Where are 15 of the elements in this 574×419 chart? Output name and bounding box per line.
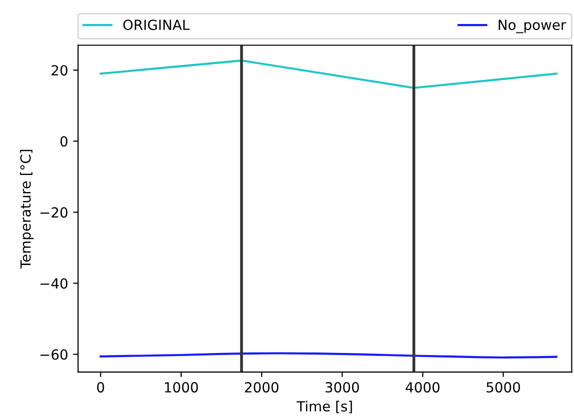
y-axis-title: Temperature [°C] <box>20 150 34 269</box>
y-tick-label: −60 <box>40 349 68 360</box>
legend-label: ORIGINAL <box>123 20 190 30</box>
y-tick-label: −40 <box>40 278 68 289</box>
x-tick-label: 3000 <box>326 382 359 393</box>
x-tick-label: 5000 <box>486 382 520 393</box>
x-tick-label: 0 <box>97 382 104 393</box>
y-tick-label: 20 <box>52 65 68 76</box>
x-tick-label: 2000 <box>245 382 278 393</box>
y-tick-label: 0 <box>60 136 68 147</box>
x-axis-title: Time [s] <box>296 400 352 414</box>
x-tick-label: 4000 <box>406 382 440 393</box>
x-tick-label: 1000 <box>164 382 198 393</box>
legend-label: No_power <box>498 20 566 34</box>
y-tick-label: −20 <box>40 207 68 218</box>
